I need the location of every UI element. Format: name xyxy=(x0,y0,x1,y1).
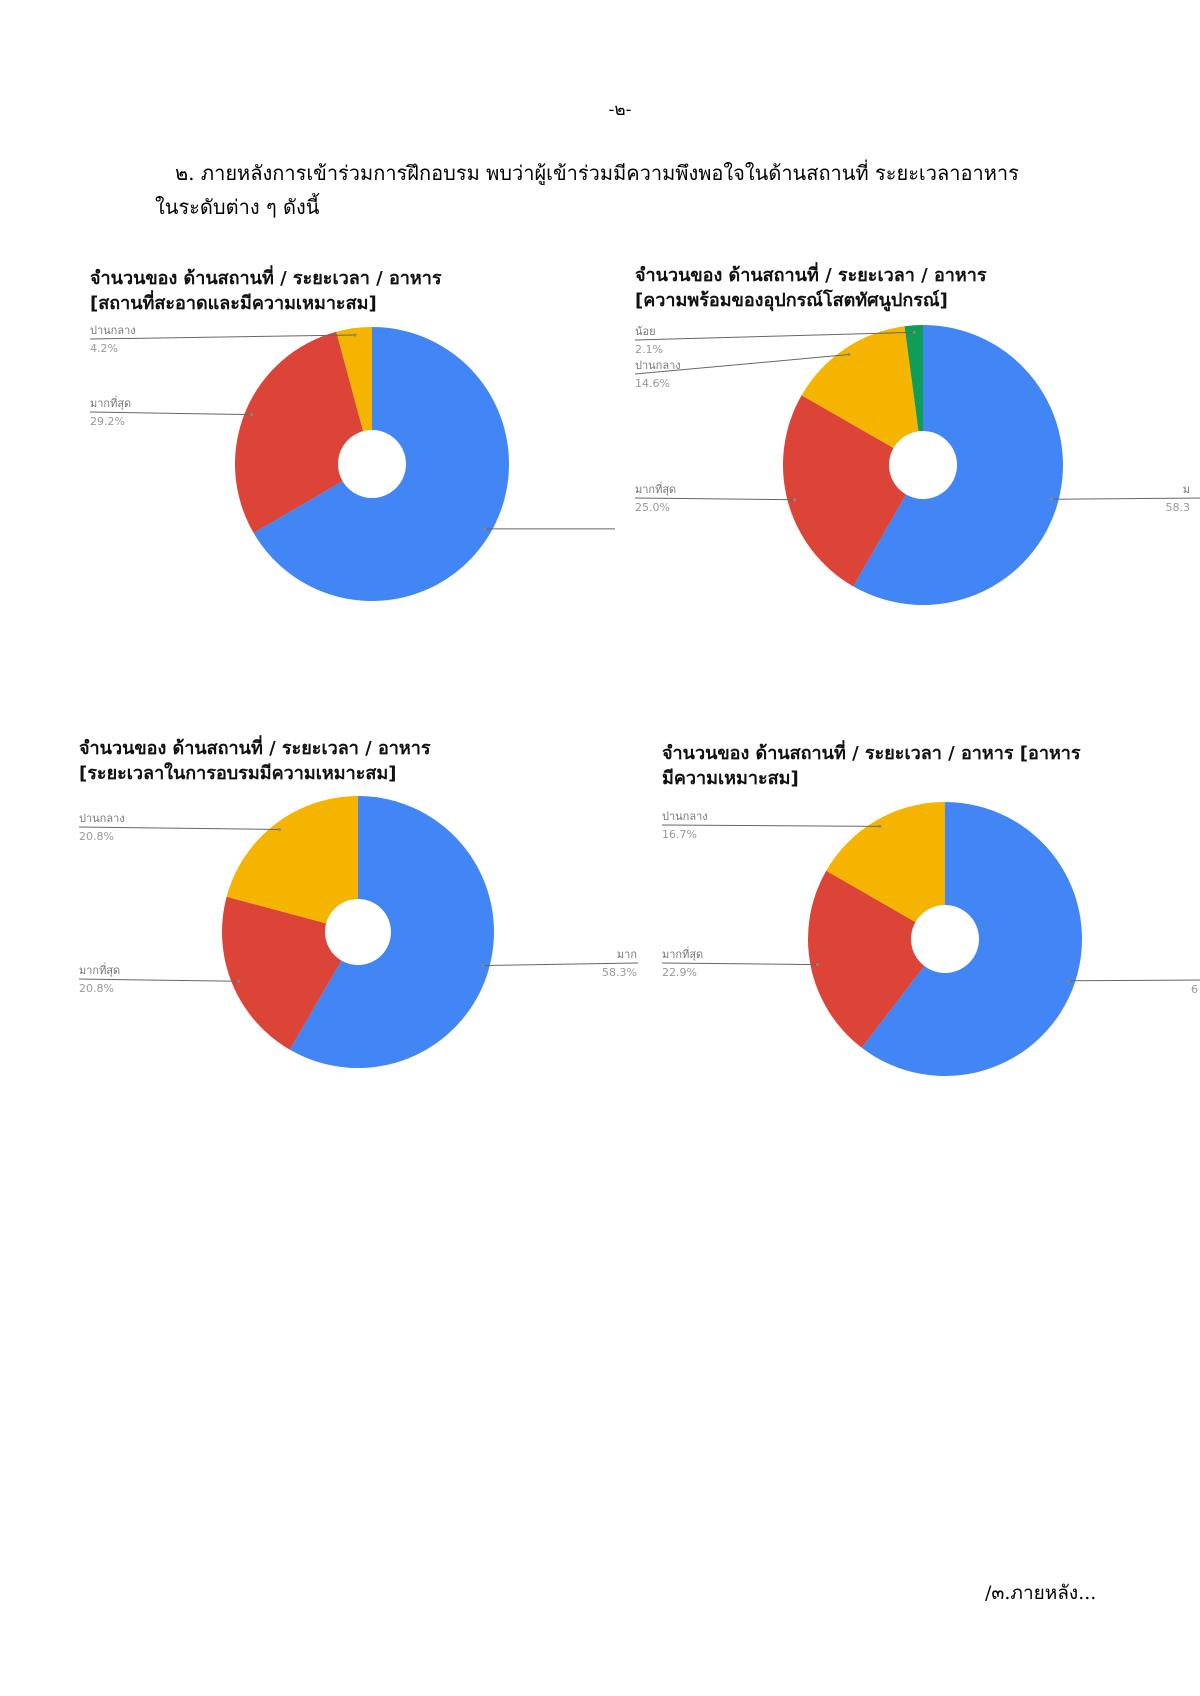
chart-3-label-name-2: ปานกลาง xyxy=(79,812,125,825)
chart-4-title: จำนวนของ ด้านสถานที่ / ระยะเวลา / อาหาร … xyxy=(662,741,1081,791)
chart-1-leader-dot-0 xyxy=(483,527,487,531)
footer-continuation: /๓.ภายหลัง... xyxy=(985,1582,1097,1604)
chart-2-leader-1 xyxy=(634,497,795,501)
chart-4-leader-2 xyxy=(661,824,880,827)
chart-3-slice-2 xyxy=(226,796,358,932)
chart-3-title-line-2: [ระยะเวลาในการอบรมมีความเหมาะสม] xyxy=(79,763,397,784)
chart-2-donut-hole xyxy=(889,431,957,499)
chart-3-leader-1 xyxy=(78,978,239,982)
chart-4-donut-hole xyxy=(911,905,979,973)
chart-3-leader-2 xyxy=(78,826,280,830)
chart-2-label-name-3: น้อย xyxy=(635,325,656,338)
chart-4-leader-dot-1 xyxy=(815,963,819,967)
chart-4-leader-dot-2 xyxy=(878,824,882,828)
chart-4-label-name-1: มากที่สุด xyxy=(662,946,703,961)
chart-1-leader-2 xyxy=(89,334,355,340)
intro-line-2: ในระดับต่าง ๆ ดังนี้ xyxy=(155,195,320,219)
chart-2-slice-1 xyxy=(783,395,923,587)
chart-4-title-line-2: มีความเหมาะสม] xyxy=(662,768,799,789)
chart-2-leader-dot-3 xyxy=(912,330,916,334)
chart-1-donut-hole xyxy=(338,430,406,498)
chart-1-label-name-2: ปานกลาง xyxy=(90,324,136,337)
chart-2-title-line-1: จำนวนของ ด้านสถานที่ / ระยะเวลา / อาหาร xyxy=(635,265,987,286)
chart-4-leader-0 xyxy=(1068,979,1200,982)
intro-line-1: ๒. ภายหลังการเข้าร่วมการฝึกอบรม พบว่าผู้… xyxy=(175,161,1019,185)
chart-2-leader-dot-2 xyxy=(847,353,851,357)
chart-3-title-line-1: จำนวนของ ด้านสถานที่ / ระยะเวลา / อาหาร xyxy=(79,738,431,759)
chart-2-slice-0 xyxy=(853,325,1063,605)
chart-2-label-pct-3: 2.1% xyxy=(635,343,663,356)
chart-2-slice-3 xyxy=(904,325,923,465)
chart-2-leader-dot-1 xyxy=(793,498,797,502)
chart-3-leader-dot-2 xyxy=(277,827,281,831)
chart-3-donut-hole xyxy=(325,899,391,965)
chart-2-label-name-1: มากที่สุด xyxy=(635,481,676,496)
chart-2-label-name-2: ปานกลาง xyxy=(635,359,681,372)
chart-4-label-pct-1: 22.9% xyxy=(662,966,697,979)
chart-4-title-line-1: จำนวนของ ด้านสถานที่ / ระยะเวลา / อาหาร … xyxy=(662,743,1081,764)
chart-2-leader-2 xyxy=(634,354,849,375)
chart-4-slice-1 xyxy=(807,870,945,1048)
chart-1-leader-dot-1 xyxy=(250,413,254,417)
chart-2-title-line-2: [ความพร้อมของอุปกรณ์โสตทัศนูปกรณ์] xyxy=(635,290,948,311)
page-number: -๒- xyxy=(608,100,632,120)
chart-1-label-name-1: มากที่สุด xyxy=(90,395,131,410)
chart-2-slice-2 xyxy=(801,326,923,465)
chart-3-label-name-1: มากที่สุด xyxy=(79,962,120,977)
chart-2-label-pct-0: 58.3 xyxy=(1166,501,1191,514)
chart-1-title-line-1: จำนวนของ ด้านสถานที่ / ระยะเวลา / อาหาร xyxy=(90,268,442,289)
chart-1-label-pct-1: 29.2% xyxy=(90,415,125,428)
chart-3-leader-0 xyxy=(482,962,639,967)
chart-3-label-pct-2: 20.8% xyxy=(79,830,114,843)
chart-2-label-name-0: ม xyxy=(1183,483,1190,496)
chart-4-label-name-2: ปานกลาง xyxy=(662,810,708,823)
chart-1-title: จำนวนของ ด้านสถานที่ / ระยะเวลา / อาหาร … xyxy=(90,266,442,316)
chart-3-label-pct-1: 20.8% xyxy=(79,982,114,995)
chart-3-slice-0 xyxy=(289,796,494,1068)
chart-1-leader-1 xyxy=(89,411,252,416)
chart-3-label-pct-0: 58.3% xyxy=(602,966,637,979)
chart-2-leader-dot-0 xyxy=(1050,497,1054,501)
chart-3-title: จำนวนของ ด้านสถานที่ / ระยะเวลา / อาหาร … xyxy=(79,736,431,786)
chart-1-slice-1 xyxy=(234,331,372,533)
chart-4-label-pct-0: 6 xyxy=(1191,983,1198,996)
chart-2-label-pct-2: 14.6% xyxy=(635,377,670,390)
chart-3-label-name-0: มาก xyxy=(617,948,637,961)
chart-2-leader-3 xyxy=(634,331,915,341)
chart-3-leader-dot-0 xyxy=(481,964,485,968)
chart-4-slice-2 xyxy=(826,802,945,939)
chart-3-leader-dot-1 xyxy=(237,979,241,983)
chart-2-label-pct-1: 25.0% xyxy=(635,501,670,514)
chart-4-leader-dot-0 xyxy=(1066,979,1070,983)
chart-1-slice-2 xyxy=(336,327,372,464)
chart-1-leader-dot-2 xyxy=(353,333,357,337)
chart-2-leader-0 xyxy=(1051,497,1200,500)
intro-paragraph: ๒. ภายหลังการเข้าร่วมการฝึกอบรม พบว่าผู้… xyxy=(155,156,1055,224)
chart-1-title-line-2: [สถานที่สะอาดและมีความเหมาะสม] xyxy=(90,293,377,314)
chart-1-label-pct-2: 4.2% xyxy=(90,342,118,355)
chart-4-leader-1 xyxy=(661,962,818,966)
chart-3-slice-1 xyxy=(221,896,358,1050)
chart-2-title: จำนวนของ ด้านสถานที่ / ระยะเวลา / อาหาร … xyxy=(635,263,987,313)
chart-4-label-pct-2: 16.7% xyxy=(662,828,697,841)
